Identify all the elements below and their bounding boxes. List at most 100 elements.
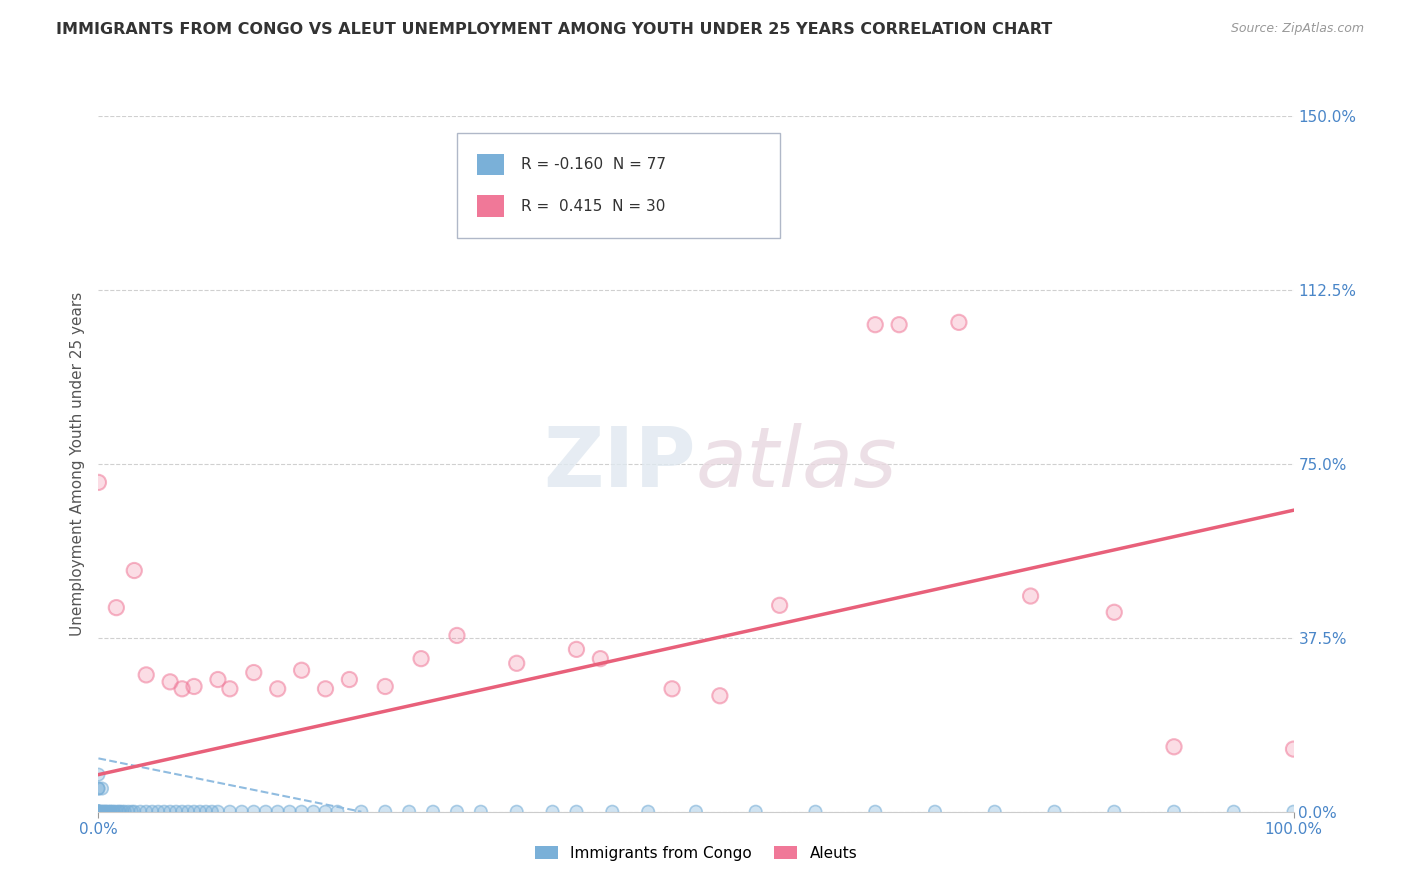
Point xyxy=(267,805,290,819)
Point xyxy=(446,805,468,819)
Point xyxy=(600,805,623,819)
Point xyxy=(685,805,707,819)
Point xyxy=(194,805,217,819)
Point xyxy=(114,805,136,819)
Point xyxy=(98,805,122,819)
Point xyxy=(121,805,143,819)
Point xyxy=(188,805,211,819)
Point xyxy=(1043,805,1066,819)
Point xyxy=(804,805,827,819)
Point xyxy=(141,805,163,819)
Point xyxy=(506,657,529,671)
Point xyxy=(315,681,337,696)
Point xyxy=(326,805,349,819)
Point xyxy=(243,805,266,819)
Point xyxy=(96,805,118,819)
Point xyxy=(159,805,181,819)
Point xyxy=(219,805,242,819)
Point xyxy=(172,805,194,819)
Point xyxy=(506,805,529,819)
Point xyxy=(337,673,360,687)
Point xyxy=(374,805,396,819)
Point xyxy=(1163,739,1185,754)
Point xyxy=(172,805,194,819)
Point xyxy=(709,689,731,703)
Point xyxy=(87,805,110,819)
Point xyxy=(89,805,111,819)
Point xyxy=(135,668,157,682)
Point xyxy=(98,805,122,819)
Point xyxy=(93,805,115,819)
Point xyxy=(87,781,110,796)
Point xyxy=(91,781,114,796)
Point xyxy=(889,318,911,332)
Point xyxy=(350,805,373,819)
Point xyxy=(159,805,181,819)
Point xyxy=(177,805,200,819)
Point xyxy=(863,318,886,332)
Point xyxy=(374,680,396,694)
Y-axis label: Unemployment Among Youth under 25 years: Unemployment Among Youth under 25 years xyxy=(69,292,84,636)
Point xyxy=(446,805,468,819)
Point xyxy=(446,628,468,642)
Point xyxy=(87,805,110,819)
Point xyxy=(87,475,110,490)
Point xyxy=(87,805,110,819)
Point xyxy=(207,673,229,687)
Point xyxy=(315,805,337,819)
Point xyxy=(159,674,181,689)
Text: Source: ZipAtlas.com: Source: ZipAtlas.com xyxy=(1230,22,1364,36)
Point xyxy=(90,805,112,819)
Point xyxy=(470,805,492,819)
Point xyxy=(207,673,229,687)
Point xyxy=(254,805,277,819)
Point xyxy=(87,805,110,819)
Point xyxy=(1102,805,1125,819)
Point xyxy=(105,600,128,615)
Point xyxy=(207,805,229,819)
Point xyxy=(600,805,623,819)
Point xyxy=(188,805,211,819)
Point xyxy=(183,680,205,694)
Point xyxy=(91,781,114,796)
Point xyxy=(87,767,110,781)
Point xyxy=(87,805,110,819)
Point xyxy=(91,805,114,819)
Point xyxy=(124,564,146,578)
Point xyxy=(541,805,564,819)
Point xyxy=(863,805,886,819)
Point xyxy=(101,805,124,819)
Point xyxy=(302,805,325,819)
Point xyxy=(87,781,110,796)
Point xyxy=(121,805,143,819)
Point xyxy=(207,805,229,819)
Point xyxy=(1222,805,1246,819)
Point xyxy=(267,681,290,696)
Point xyxy=(90,805,112,819)
Bar xyxy=(477,153,503,175)
Point xyxy=(124,805,146,819)
Point xyxy=(267,681,290,696)
Point xyxy=(101,805,124,819)
Point xyxy=(114,805,136,819)
Point xyxy=(94,805,117,819)
Point xyxy=(219,681,242,696)
Point xyxy=(87,805,110,819)
Point xyxy=(135,805,157,819)
Text: R = -0.160  N = 77: R = -0.160 N = 77 xyxy=(522,157,666,172)
Point xyxy=(411,651,433,665)
Point xyxy=(87,767,110,781)
Point xyxy=(98,805,122,819)
Point xyxy=(105,805,128,819)
Point xyxy=(87,805,110,819)
Point xyxy=(1102,605,1125,619)
Point xyxy=(290,805,312,819)
Point xyxy=(243,665,266,680)
Point xyxy=(91,805,114,819)
Point xyxy=(87,805,110,819)
Point xyxy=(91,805,114,819)
Point xyxy=(1102,805,1125,819)
Point xyxy=(768,599,790,613)
Point xyxy=(91,805,114,819)
Point xyxy=(117,805,139,819)
